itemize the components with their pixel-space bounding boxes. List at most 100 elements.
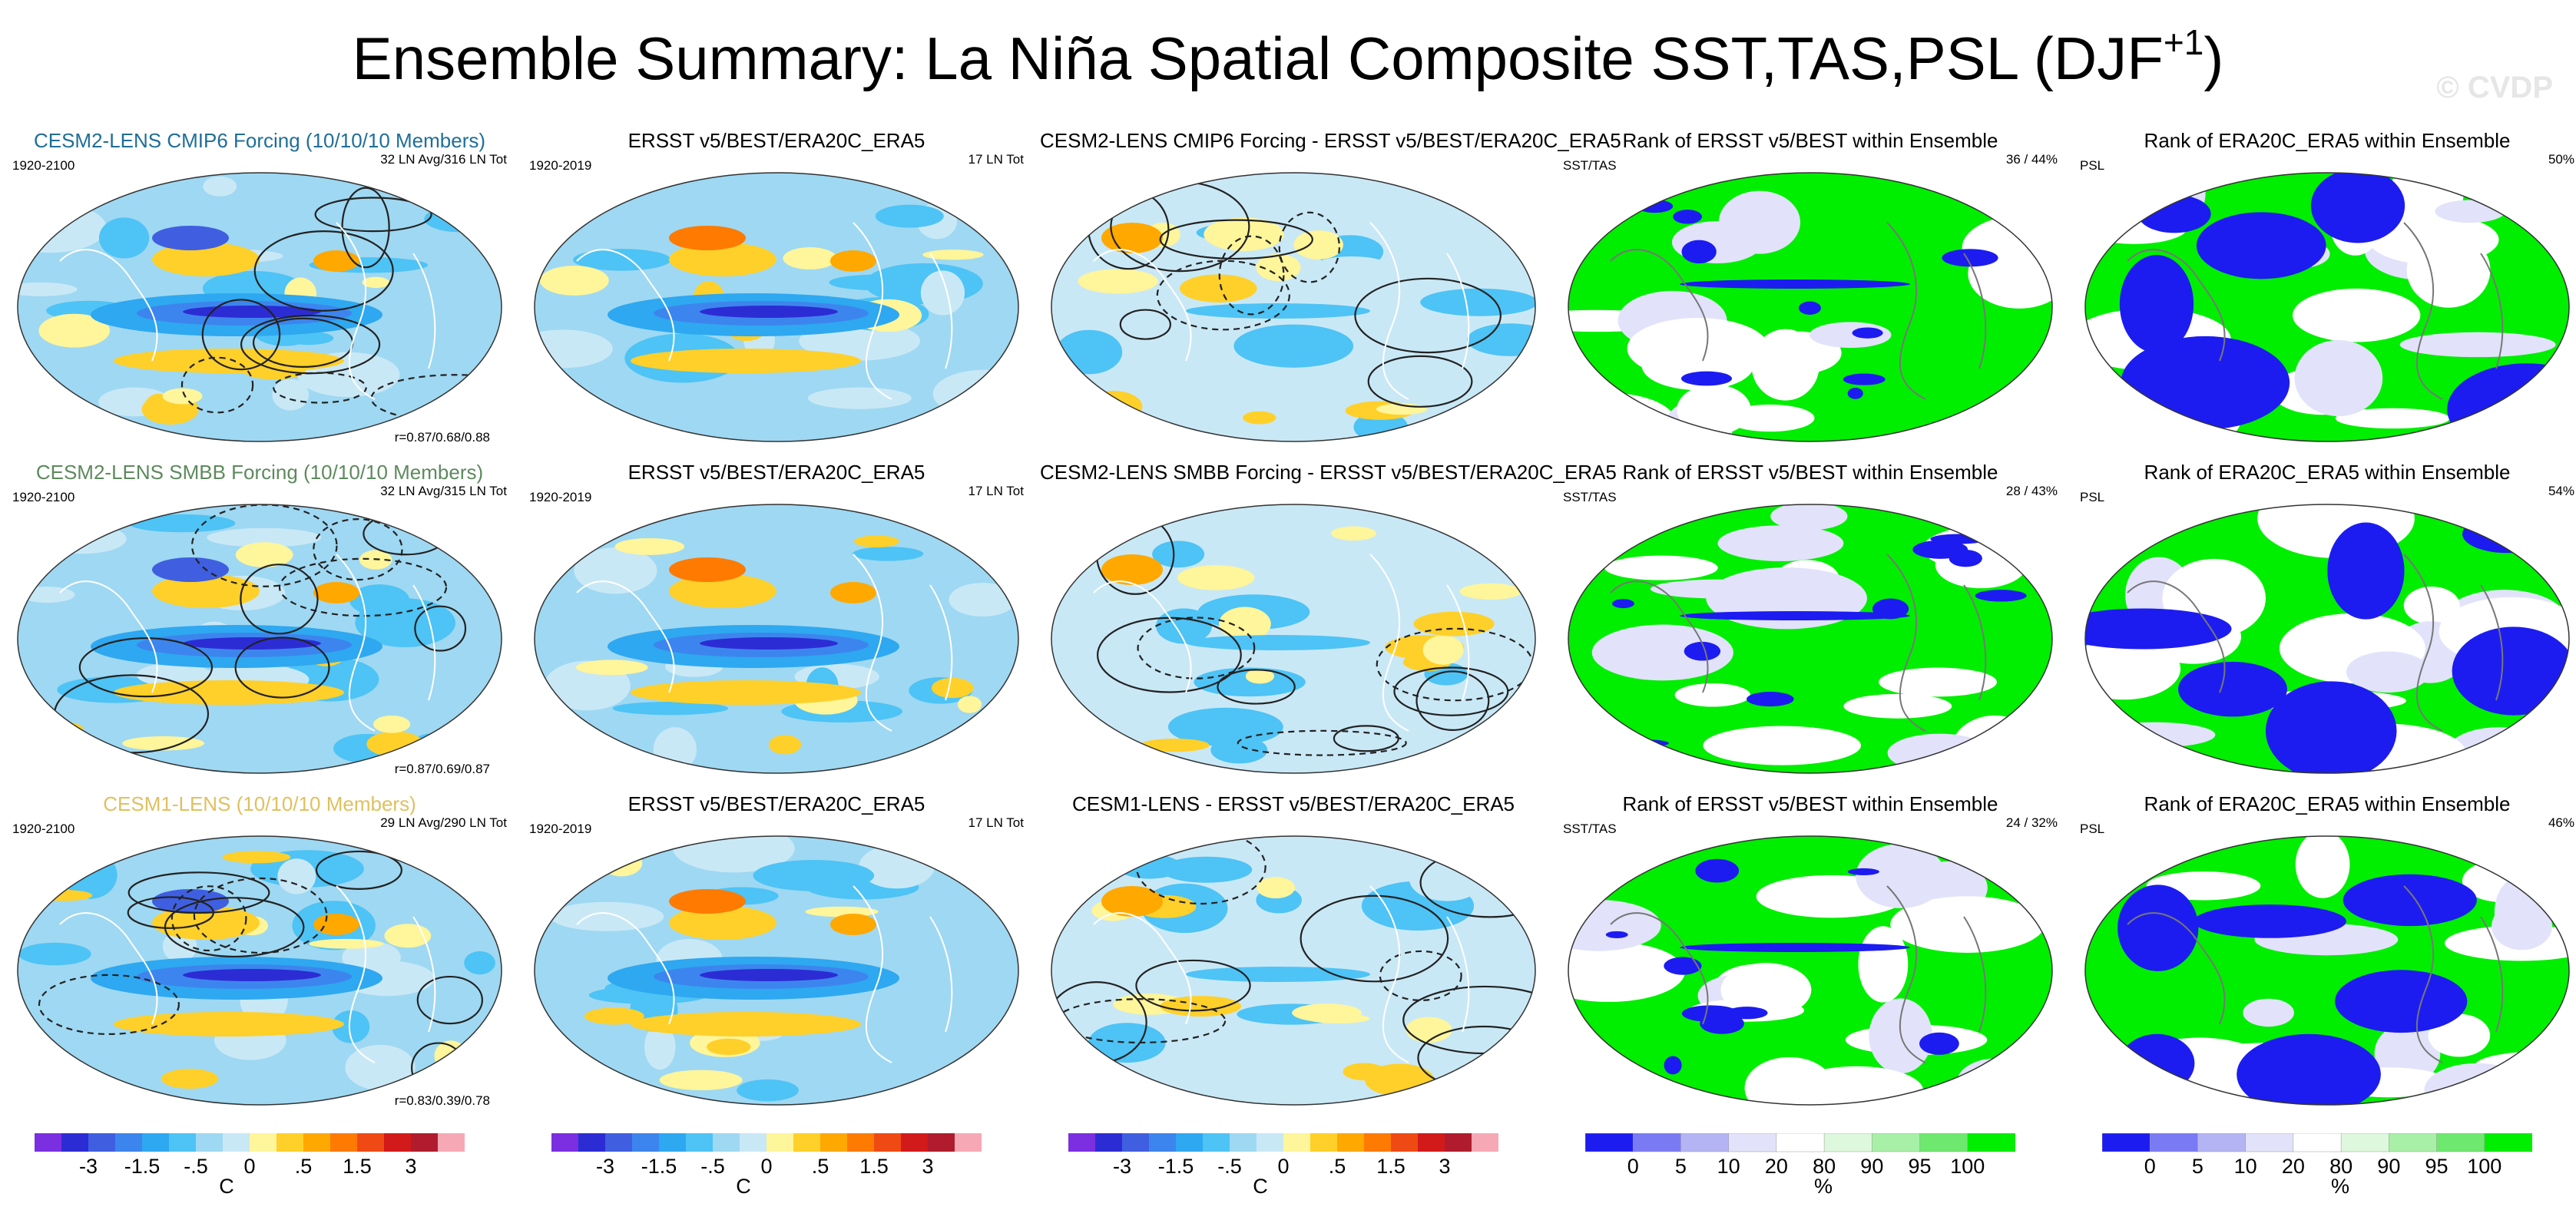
rank-low-region xyxy=(2462,514,2553,554)
anomaly-region xyxy=(98,217,150,259)
warm-anomaly xyxy=(1180,274,1257,303)
warm-anomaly xyxy=(783,247,837,269)
anomaly-region xyxy=(18,942,91,966)
panel-label-right: 24 / 32% xyxy=(2005,815,2058,830)
map-obs xyxy=(534,835,1019,1106)
panel-label-left: SST/TAS xyxy=(1563,158,1617,173)
psl-contour xyxy=(171,885,247,952)
map-border xyxy=(1051,172,1536,442)
psl-contour xyxy=(1055,998,1227,1044)
psl-contour xyxy=(1218,235,1285,316)
rank-low-region xyxy=(1847,388,1863,399)
panel-label-left: PSL xyxy=(2080,822,2105,836)
panel-label-bottom: r=0.87/0.68/0.88 xyxy=(394,430,490,445)
anomaly-region xyxy=(753,859,875,891)
coastline xyxy=(1093,554,1470,732)
warm-anomaly xyxy=(38,313,111,348)
figure-title: Ensemble Summary: La Niña Spatial Compos… xyxy=(352,22,2224,92)
anomaly-region xyxy=(1251,418,1359,441)
colorbar-tick-label: 1.5 xyxy=(1376,1155,1406,1178)
rank-region xyxy=(2292,288,2421,342)
map-rankpsl xyxy=(2084,172,2570,442)
panel-label-right: 29 LN Avg/290 LN Tot xyxy=(380,815,507,830)
panel-title: ERSST v5/BEST/ERA20C_ERA5 xyxy=(627,792,925,815)
enso-core xyxy=(183,637,321,650)
coastline xyxy=(576,554,953,732)
panel-label-right: 32 LN Avg/316 LN Tot xyxy=(380,152,507,167)
colorbar: 0 5 10 20 80 90 95 100% xyxy=(1585,1133,2031,1202)
anomaly-region xyxy=(644,1023,676,1070)
anomaly-region xyxy=(449,862,500,885)
colorbar-tick-label: 80 xyxy=(2329,1155,2353,1178)
colorbar-tick-label: .5 xyxy=(1328,1155,1346,1178)
colorbar-swatch xyxy=(1176,1133,1204,1152)
psl-contour xyxy=(414,605,467,652)
anomaly-region xyxy=(464,951,495,975)
panel-title: Rank of ERA20C_ERA5 within Ensemble xyxy=(2144,461,2511,484)
rank-low-region xyxy=(2265,681,2397,773)
warm-anomaly xyxy=(707,1038,751,1056)
anomaly-region xyxy=(207,527,322,547)
colorbar-swatch xyxy=(1585,1133,1634,1152)
colorbar-tick-label: -3 xyxy=(1112,1155,1132,1178)
warm-anomaly xyxy=(161,1069,219,1089)
anomaly-region xyxy=(345,1044,416,1090)
anomaly-region xyxy=(1233,324,1354,368)
panel-label-left: PSL xyxy=(2080,158,2105,173)
warm-anomaly xyxy=(830,582,876,603)
colorbar-tick-label: 5 xyxy=(2191,1155,2204,1178)
rank-low-region xyxy=(2121,336,2290,430)
warm-anomaly xyxy=(768,735,802,755)
panel-label-right: 28 / 43% xyxy=(2005,484,2058,498)
rank-low-region xyxy=(2119,255,2194,353)
anomaly-region xyxy=(949,583,1017,617)
rank-low-region xyxy=(2137,194,2211,233)
rank-low-region xyxy=(1681,240,1717,264)
colorbar-tick-label: 10 xyxy=(1717,1155,1740,1178)
colorbar-swatch xyxy=(659,1133,687,1152)
psl-contour xyxy=(1237,729,1407,756)
psl-contour xyxy=(1300,894,1449,983)
rank-region xyxy=(1604,555,1718,580)
map-diff xyxy=(1051,172,1536,442)
colorbar-tick-label: 3 xyxy=(922,1155,934,1178)
colorbar-tick-label: 3 xyxy=(1439,1155,1451,1178)
rank-region xyxy=(1725,404,1815,432)
colorbar-tick-label: 95 xyxy=(1908,1155,1932,1178)
colorbar-tick-label: 95 xyxy=(2425,1155,2449,1178)
map-panel: ERSST v5/BEST/ERA20C_ERA5 1920-2019 17 LN … xyxy=(523,792,1030,1115)
colorbar-swatch xyxy=(1337,1133,1365,1152)
warm-anomaly xyxy=(575,660,648,676)
coastline xyxy=(2127,554,2504,732)
colorbar-swatch xyxy=(767,1133,794,1152)
map-panel: Rank of ERA20C_ERA5 within Ensemble PSL 46… xyxy=(2074,792,2576,1115)
colorbar-swatch xyxy=(223,1133,250,1152)
warm-anomaly xyxy=(830,914,876,935)
panel-label-bottom: r=0.83/0.39/0.78 xyxy=(394,1093,490,1108)
colorbar-swatch xyxy=(1728,1133,1777,1152)
colorbar-tick-label: 90 xyxy=(1860,1155,1884,1178)
rank-low-region xyxy=(1843,373,1886,385)
warm-anomaly xyxy=(114,349,344,373)
anomaly-region xyxy=(127,514,236,533)
coastline xyxy=(576,222,953,400)
rank-low-region xyxy=(1684,641,1721,661)
colorbar-swatch xyxy=(578,1133,606,1152)
rank-low-region xyxy=(1912,540,1968,559)
anomaly-region xyxy=(277,858,316,894)
warm-anomaly xyxy=(366,731,424,757)
panel-label-left: PSL xyxy=(2080,490,2105,504)
map-panel: Rank of ERA20C_ERA5 within Ensemble PSL 50… xyxy=(2074,129,2576,451)
anomaly-region xyxy=(1314,256,1389,275)
anomaly-region xyxy=(1310,726,1372,752)
rank-region xyxy=(2399,332,2556,358)
colorbar-tick-label: -3 xyxy=(78,1155,98,1178)
colorbar-swatch xyxy=(303,1133,331,1152)
nh-anomaly xyxy=(152,226,229,250)
map-border xyxy=(17,172,502,442)
rank-low-region xyxy=(1664,957,1702,975)
anomaly-region xyxy=(1410,963,1527,980)
warm-anomaly xyxy=(114,680,344,705)
colorbar-tick-label: 0 xyxy=(2144,1155,2156,1178)
colorbar-swatch xyxy=(2340,1133,2390,1152)
